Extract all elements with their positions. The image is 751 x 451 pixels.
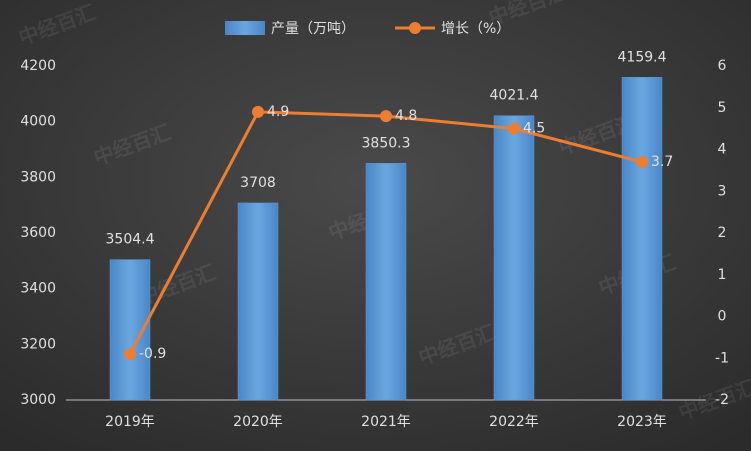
line-value-label: 4.5 (523, 121, 545, 137)
y-tick-label: 3800 (20, 169, 56, 185)
line-marker (508, 122, 520, 135)
y2-tick-label: 1 (718, 267, 727, 283)
bar-value-label: 4021.4 (490, 88, 539, 104)
line-marker (380, 110, 392, 123)
y-tick-label: 3000 (20, 392, 56, 408)
legend-swatch (409, 22, 421, 34)
line-value-label: 4.8 (395, 108, 417, 124)
y-tick-label: 4000 (20, 114, 56, 130)
legend-swatch (225, 21, 265, 35)
y2-tick-label: -2 (715, 392, 729, 408)
bar (493, 115, 535, 401)
line-value-label: 3.7 (651, 154, 673, 170)
line-marker (124, 348, 136, 361)
y2-tick-label: 3 (718, 183, 727, 199)
bar (621, 77, 663, 401)
x-tick-label: 2019年 (105, 414, 155, 430)
line-marker (252, 105, 264, 118)
line-value-label: -0.9 (139, 346, 166, 362)
y2-tick-label: 0 (718, 309, 727, 325)
legend-label: 增长（%） (441, 21, 510, 37)
x-tick-label: 2020年 (233, 414, 283, 430)
y2-tick-label: 4 (718, 142, 727, 158)
y2-tick-label: 2 (718, 225, 727, 241)
x-tick-label: 2021年 (361, 414, 411, 430)
y-tick-label: 3600 (20, 225, 56, 241)
y-tick-label: 4200 (20, 58, 56, 74)
y-tick-label: 3400 (20, 281, 56, 297)
x-tick-label: 2023年 (617, 414, 667, 430)
y2-tick-label: -1 (715, 350, 729, 366)
bar-value-label: 4159.4 (618, 49, 667, 65)
y2-tick-label: 6 (718, 58, 727, 74)
bar-value-label: 3504.4 (106, 232, 155, 248)
y2-tick-label: 5 (718, 100, 727, 116)
bar-value-label: 3850.3 (362, 135, 411, 151)
bar-value-label: 3708 (240, 175, 276, 191)
bar (365, 163, 407, 401)
bar (237, 202, 279, 401)
y-tick-label: 3200 (20, 336, 56, 352)
line-value-label: 4.9 (267, 104, 289, 120)
x-tick-label: 2022年 (489, 414, 539, 430)
legend-label: 产量（万吨） (271, 21, 355, 37)
line-marker (636, 156, 648, 169)
